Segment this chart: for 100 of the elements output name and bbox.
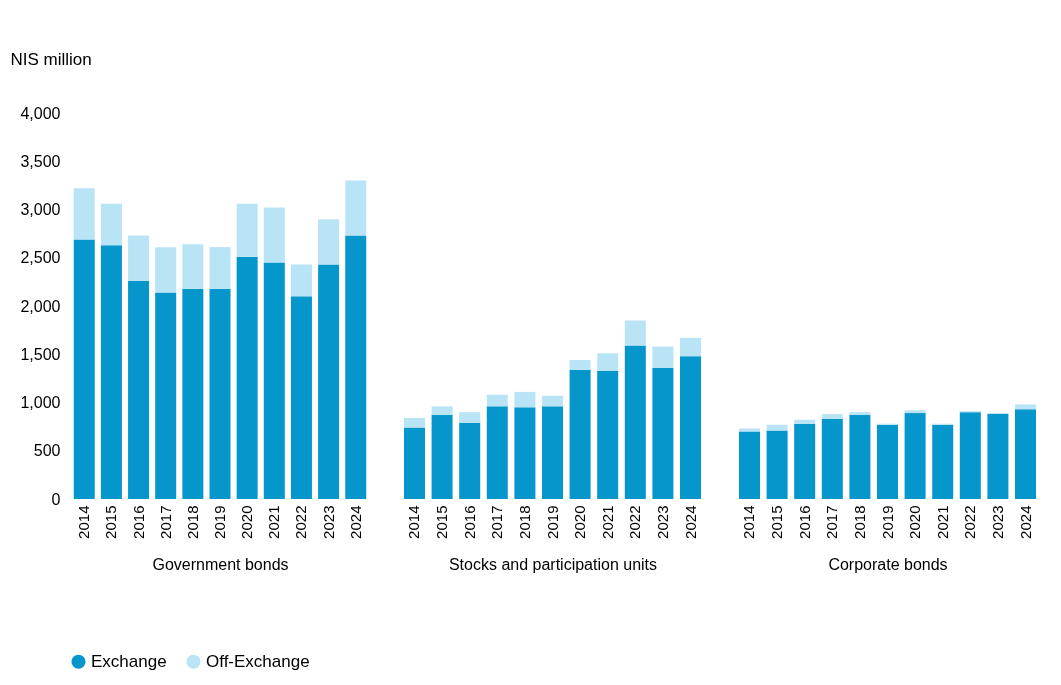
x-tick-label: 2023 — [653, 505, 671, 539]
y-tick-label: 1,000 — [20, 394, 61, 411]
x-axis-title: Stocks and participation units — [448, 555, 658, 573]
bar — [794, 423, 816, 499]
x-tick-label: 2014 — [740, 505, 758, 539]
x-tick-label: 2019 — [211, 505, 228, 539]
bar — [1015, 409, 1037, 499]
bar — [486, 406, 508, 499]
y-tick-label: 2,000 — [20, 297, 61, 315]
bar — [459, 422, 481, 499]
x-tick-label: 2015 — [433, 505, 451, 539]
y-tick-label: 500 — [33, 442, 61, 460]
x-tick-label: 2018 — [515, 505, 533, 539]
bar — [932, 424, 954, 499]
bar — [680, 337, 702, 357]
bar — [794, 419, 816, 424]
bar — [209, 247, 231, 289]
bar — [345, 180, 367, 236]
x-tick-label: 2021 — [933, 505, 951, 539]
x-tick-label: 2024 — [681, 505, 699, 539]
bar — [624, 345, 646, 499]
bar — [1015, 404, 1037, 410]
bar — [821, 418, 843, 499]
bar — [849, 415, 871, 499]
bar — [766, 430, 788, 499]
bar — [236, 203, 258, 257]
bar — [624, 320, 646, 346]
x-tick-label: 2016 — [460, 505, 478, 539]
bar — [849, 412, 871, 416]
bar — [542, 395, 563, 407]
y-tick-label: 3,500 — [20, 152, 61, 170]
x-tick-label: 2018 — [850, 505, 868, 539]
bar — [290, 296, 312, 499]
bar — [100, 245, 122, 499]
x-tick-label: 2015 — [102, 505, 120, 539]
x-tick-label: 2014 — [75, 505, 93, 539]
bar — [569, 360, 591, 370]
bar — [904, 413, 926, 499]
x-tick-label: 2024 — [346, 505, 364, 539]
y-tick-label: 2,500 — [20, 249, 61, 267]
y-tick-label: 0 — [51, 490, 61, 508]
x-tick-label: 2019 — [543, 505, 561, 539]
bar — [514, 391, 536, 408]
x-tick-label: 2014 — [405, 505, 423, 539]
y-axis-title: NIS million — [10, 49, 92, 69]
x-tick-label: 2017 — [488, 505, 506, 539]
bar — [263, 262, 285, 499]
bar — [318, 219, 340, 265]
bar — [542, 406, 563, 499]
bar — [209, 288, 231, 499]
bar — [680, 356, 702, 499]
bar — [987, 414, 1009, 499]
bar — [652, 367, 674, 499]
bar — [155, 292, 177, 499]
bar — [155, 247, 177, 293]
bar — [738, 431, 760, 499]
bar — [100, 203, 122, 246]
bar — [459, 412, 481, 423]
x-tick-label: 2018 — [183, 505, 201, 539]
legend-label: Off-Exchange — [206, 651, 310, 671]
bar — [236, 256, 258, 499]
x-tick-label: 2021 — [265, 505, 283, 539]
y-tick-label: 1,500 — [20, 345, 61, 363]
bar — [182, 288, 204, 499]
bar — [821, 414, 843, 419]
bar — [597, 370, 619, 499]
x-tick-label: 2024 — [1016, 505, 1034, 539]
bar — [904, 410, 926, 414]
legend-label: Exchange — [91, 651, 167, 671]
bar — [182, 244, 204, 289]
y-tick-label: 4,000 — [20, 104, 61, 122]
bar — [569, 369, 591, 499]
bar — [290, 264, 312, 297]
x-axis-title: Corporate bonds — [828, 555, 948, 573]
x-tick-label: 2016 — [129, 505, 147, 539]
bar — [431, 406, 453, 416]
bar — [263, 207, 285, 263]
x-tick-label: 2016 — [795, 505, 813, 539]
x-tick-label: 2022 — [961, 505, 979, 539]
x-tick-label: 2023 — [319, 505, 337, 539]
bar — [877, 424, 898, 499]
bar — [73, 239, 95, 499]
bar — [128, 280, 150, 499]
bar — [403, 427, 425, 499]
x-tick-label: 2020 — [571, 505, 589, 539]
x-tick-label: 2017 — [156, 505, 174, 539]
bar — [652, 346, 674, 368]
bar — [73, 188, 95, 240]
x-tick-label: 2021 — [598, 505, 616, 539]
x-tick-label: 2020 — [238, 505, 256, 539]
bar — [345, 235, 367, 499]
x-tick-label: 2020 — [906, 505, 924, 539]
bar — [959, 412, 981, 499]
bar — [128, 235, 150, 281]
x-tick-label: 2023 — [988, 505, 1006, 539]
bar — [318, 264, 340, 499]
x-tick-label: 2019 — [878, 505, 896, 539]
bar — [597, 353, 619, 371]
x-tick-label: 2017 — [823, 505, 841, 539]
bar — [431, 415, 453, 499]
